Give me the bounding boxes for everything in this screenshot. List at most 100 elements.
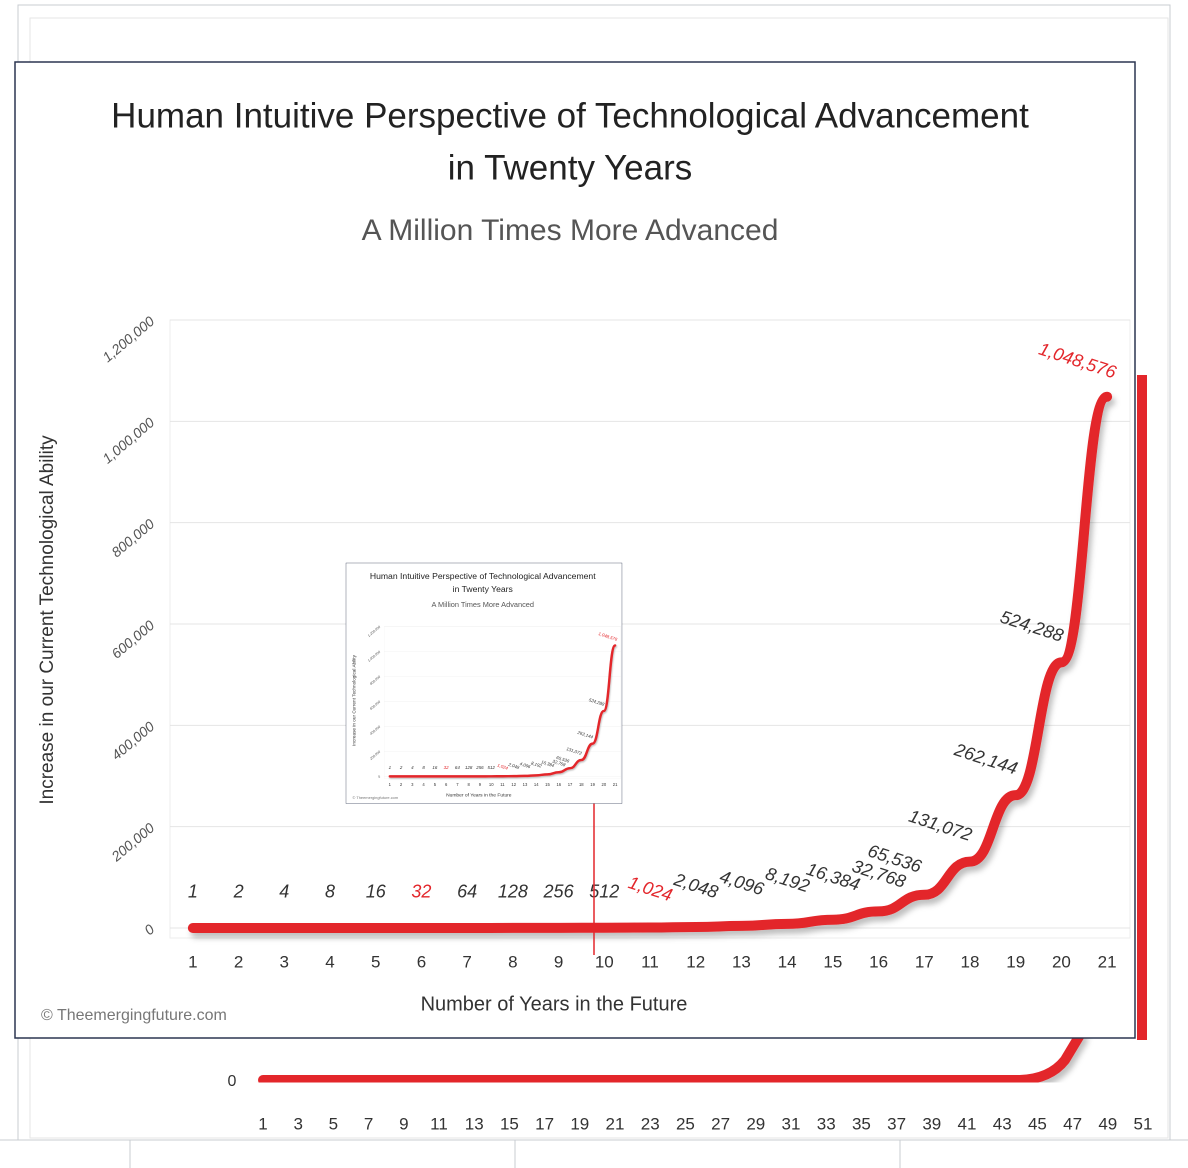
chart-title: Human Intuitive Perspective of Technolog… bbox=[370, 571, 596, 581]
x-tick-label: 41 bbox=[958, 1114, 977, 1133]
y-axis-label: Increase in our Current Technological Ab… bbox=[37, 435, 58, 805]
data-label: 128 bbox=[465, 765, 473, 770]
x-tick-label: 10 bbox=[595, 952, 614, 971]
plot-area bbox=[384, 626, 621, 779]
x-tick-label: 25 bbox=[676, 1114, 695, 1133]
x-tick-label: 4 bbox=[422, 782, 425, 787]
x-tick-label: 6 bbox=[417, 952, 426, 971]
y-tick-label: 800,000 bbox=[369, 675, 381, 686]
data-label: 1,048,576 bbox=[598, 631, 619, 642]
y-tick-label: 0 bbox=[377, 775, 381, 779]
credit: © Theemergingfuture.com bbox=[41, 1007, 227, 1024]
x-tick-label: 37 bbox=[887, 1114, 906, 1133]
data-label: 131,072 bbox=[566, 746, 583, 756]
y-axis-label: Increase in our Current Technological Ab… bbox=[351, 654, 356, 745]
data-label: 256 bbox=[543, 882, 575, 902]
x-tick-label: 1 bbox=[258, 1114, 267, 1133]
x-tick-label: 11 bbox=[641, 952, 659, 971]
x-tick-label: 1 bbox=[188, 952, 197, 971]
data-label: 8,192 bbox=[530, 760, 543, 768]
x-tick-label: 17 bbox=[568, 782, 573, 787]
data-label: 64 bbox=[455, 765, 460, 770]
x-tick-label: 7 bbox=[462, 952, 471, 971]
x-tick-label: 16 bbox=[869, 952, 888, 971]
y-tick-label: 0 bbox=[228, 1073, 237, 1090]
x-tick-label: 45 bbox=[1028, 1114, 1047, 1133]
x-tick-label: 13 bbox=[465, 1114, 484, 1133]
x-tick-label: 18 bbox=[961, 952, 980, 971]
x-tick-label: 14 bbox=[534, 782, 539, 787]
inset-chart: Human Intuitive Perspective of Technolog… bbox=[345, 562, 623, 804]
x-tick-label: 2 bbox=[234, 952, 243, 971]
data-label: 4 bbox=[411, 765, 414, 770]
x-tick-label: 27 bbox=[711, 1114, 730, 1133]
x-tick-label: 21 bbox=[1098, 952, 1117, 971]
data-label: 8 bbox=[325, 882, 335, 902]
x-tick-label: 31 bbox=[782, 1114, 801, 1133]
data-label: 1 bbox=[389, 765, 392, 770]
data-label: 256 bbox=[475, 765, 484, 770]
x-tick-label: 18 bbox=[579, 782, 584, 787]
data-label: 32,768 bbox=[552, 759, 567, 768]
x-tick-label: 17 bbox=[915, 952, 934, 971]
data-label: 65,536 bbox=[556, 755, 571, 764]
x-tick-label: 15 bbox=[545, 782, 550, 787]
chart-title: in Twenty Years bbox=[448, 148, 693, 187]
x-tick-label: 8 bbox=[468, 782, 471, 787]
x-tick-label: 4 bbox=[325, 952, 334, 971]
x-tick-label: 47 bbox=[1063, 1114, 1082, 1133]
x-tick-label: 14 bbox=[778, 952, 797, 971]
data-label: 8 bbox=[422, 765, 425, 770]
data-label: 1 bbox=[188, 882, 198, 902]
background-line bbox=[258, 1030, 1085, 1085]
x-tick-label: 13 bbox=[732, 952, 751, 971]
data-label: 512 bbox=[589, 881, 619, 901]
x-tick-label: 9 bbox=[399, 1114, 408, 1133]
x-tick-label: 3 bbox=[411, 782, 414, 787]
x-tick-label: 16 bbox=[556, 782, 561, 787]
x-tick-label: 5 bbox=[371, 952, 380, 971]
data-label: 512 bbox=[488, 765, 496, 770]
x-tick-label: 51 bbox=[1134, 1114, 1153, 1133]
plot-area bbox=[169, 319, 1131, 939]
x-tick-label: 3 bbox=[280, 952, 289, 971]
x-tick-label: 23 bbox=[641, 1114, 660, 1133]
x-tick-label: 43 bbox=[993, 1114, 1012, 1133]
x-tick-label: 33 bbox=[817, 1114, 836, 1133]
data-label: 2,048 bbox=[507, 762, 521, 771]
x-tick-label: 19 bbox=[1006, 952, 1025, 971]
chart-subtitle: A Million Times More Advanced bbox=[362, 214, 779, 247]
x-tick-label: 8 bbox=[508, 952, 517, 971]
data-label: 524,288 bbox=[588, 697, 605, 707]
data-label: 4 bbox=[279, 882, 289, 902]
x-tick-label: 17 bbox=[535, 1114, 554, 1133]
x-tick-label: 9 bbox=[554, 952, 563, 971]
x-tick-label: 13 bbox=[523, 782, 528, 787]
x-tick-label: 11 bbox=[430, 1114, 448, 1133]
data-label: 1,024 bbox=[497, 763, 510, 771]
x-tick-label: 15 bbox=[500, 1114, 519, 1133]
x-tick-label: 20 bbox=[1052, 952, 1071, 971]
x-tick-label: 3 bbox=[293, 1114, 302, 1133]
x-tick-label: 10 bbox=[489, 782, 494, 787]
x-tick-label: 1 bbox=[389, 782, 392, 787]
x-tick-label: 35 bbox=[852, 1114, 871, 1133]
x-axis-label: Number of Years in the Future bbox=[421, 993, 688, 1015]
chart-title: Human Intuitive Perspective of Technolog… bbox=[111, 96, 1029, 135]
x-tick-label: 49 bbox=[1098, 1114, 1117, 1133]
chart-subtitle: A Million Times More Advanced bbox=[432, 600, 534, 609]
data-label: 4,096 bbox=[519, 761, 532, 769]
data-label: 2 bbox=[233, 882, 244, 902]
data-line bbox=[187, 391, 1113, 933]
x-tick-label: 19 bbox=[570, 1114, 589, 1133]
data-label: 16 bbox=[366, 882, 387, 902]
x-tick-label: 11 bbox=[500, 782, 505, 787]
data-label: 32 bbox=[444, 765, 449, 770]
credit: © Theemergingfuture.com bbox=[352, 795, 398, 800]
x-tick-label: 21 bbox=[606, 1114, 625, 1133]
data-label: 262,144 bbox=[576, 730, 594, 740]
chart-title: in Twenty Years bbox=[453, 584, 513, 594]
data-label: 16,384 bbox=[540, 759, 555, 768]
x-tick-label: 21 bbox=[613, 782, 618, 787]
